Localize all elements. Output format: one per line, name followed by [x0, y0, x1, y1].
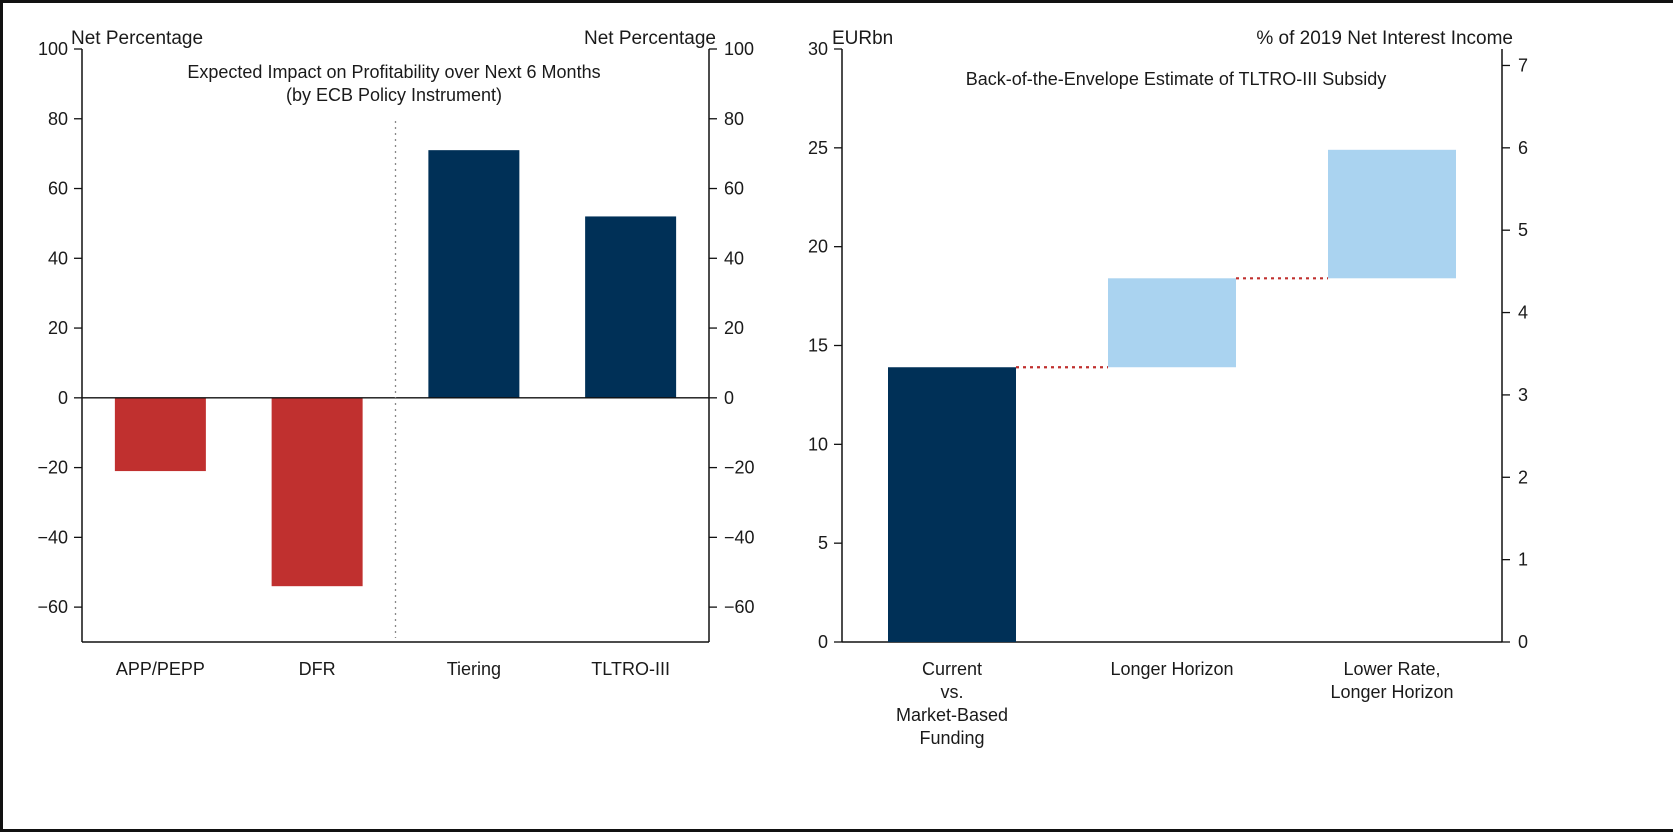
chart2-bar	[1108, 278, 1236, 368]
chart2-category-label: Longer Horizon	[1330, 682, 1453, 702]
chart2-right-axis-label: % of 2019 Net Interest Income	[1256, 28, 1513, 49]
chart1-left-tick-label: 0	[58, 388, 68, 408]
chart1-left-tick-label: −60	[37, 597, 68, 617]
chart2-plot-area: 30252015105076543210Currentvs.Market-Bas…	[808, 39, 1528, 748]
chart2-left-tick-label: 0	[818, 632, 828, 652]
chart1-left-tick-label: 40	[48, 248, 68, 268]
chart1-bar	[271, 397, 363, 587]
chart1-bar	[585, 216, 677, 398]
chart1-left-axis-label: Net Percentage	[71, 28, 203, 49]
chart1-right-tick-label: 80	[724, 109, 744, 129]
chart2-right-tick-label: 5	[1518, 220, 1528, 240]
chart2-right-tick-label: 4	[1518, 303, 1528, 323]
chart1-category-label: Tiering	[447, 659, 501, 679]
chart1-right-tick-label: −40	[724, 527, 755, 547]
chart1-right-tick-label: 100	[724, 39, 754, 59]
chart1-right-tick-label: 60	[724, 179, 744, 199]
chart2-left-tick-label: 15	[808, 336, 828, 356]
chart1-plot-area: 100 100 80 80 60 60 40 40 20 20 0 0 −20 −20 −40 −40 −60 −…	[37, 39, 754, 679]
chart1-right-tick-label: −20	[724, 458, 755, 478]
chart1-bar	[114, 397, 206, 472]
chart1-left-tick-label: −20	[37, 458, 68, 478]
chart1-left-tick-label: −40	[37, 527, 68, 547]
chart1-category-label: DFR	[299, 659, 336, 679]
chart1-category-label: APP/PEPP	[116, 659, 205, 679]
chart2-left-tick-label: 10	[808, 434, 828, 454]
chart2-bar	[888, 367, 1016, 642]
chart2-left-tick-label: 5	[818, 533, 828, 553]
chart1-left-tick-label: 60	[48, 179, 68, 199]
chart2-category-label: Market-Based	[896, 705, 1008, 725]
chart2-bar	[1328, 149, 1456, 279]
chart1-right-tick-label: −60	[724, 597, 755, 617]
chart1-category-label: TLTRO-III	[591, 659, 670, 679]
chart2-left-tick-label: 30	[808, 39, 828, 59]
chart2-category-label: Lower Rate,	[1343, 659, 1440, 679]
chart1-subtitle: (by ECB Policy Instrument)	[286, 85, 502, 105]
chart1-right-tick-label: 0	[724, 388, 734, 408]
chart2-right-tick-label: 6	[1518, 138, 1528, 158]
chart1-bar	[428, 150, 520, 398]
chart1-right-tick-label: 40	[724, 248, 744, 268]
chart1-right-axis-label: Net Percentage	[584, 28, 716, 49]
chart2-title: Back-of-the-Envelope Estimate of TLTRO-I…	[966, 69, 1387, 89]
chart2-category-label: Current	[922, 659, 982, 679]
chart2-category-label: vs.	[940, 682, 963, 702]
chart2-category-label: Longer Horizon	[1110, 659, 1233, 679]
chart2-right-tick-label: 2	[1518, 467, 1528, 487]
chart1-left-tick-label: 20	[48, 318, 68, 338]
chart2-left-axis-label: EURbn	[832, 28, 893, 49]
chart2-right-tick-label: 1	[1518, 550, 1528, 570]
chart2-right-tick-label: 3	[1518, 385, 1528, 405]
figure-canvas: Net Percentage Net Percentage Expected I…	[37, 28, 1528, 748]
chart1-title: Expected Impact on Profitability over Ne…	[187, 62, 600, 82]
chart2-right-tick-label: 0	[1518, 632, 1528, 652]
chart2-category-label: Funding	[919, 728, 984, 748]
chart1-left-tick-label: 80	[48, 109, 68, 129]
chart1-left-tick-label: 100	[38, 39, 68, 59]
chart2-right-tick-label: 7	[1518, 55, 1528, 75]
chart1-right-tick-label: 20	[724, 318, 744, 338]
chart2-left-tick-label: 25	[808, 138, 828, 158]
chart2-left-tick-label: 20	[808, 237, 828, 257]
